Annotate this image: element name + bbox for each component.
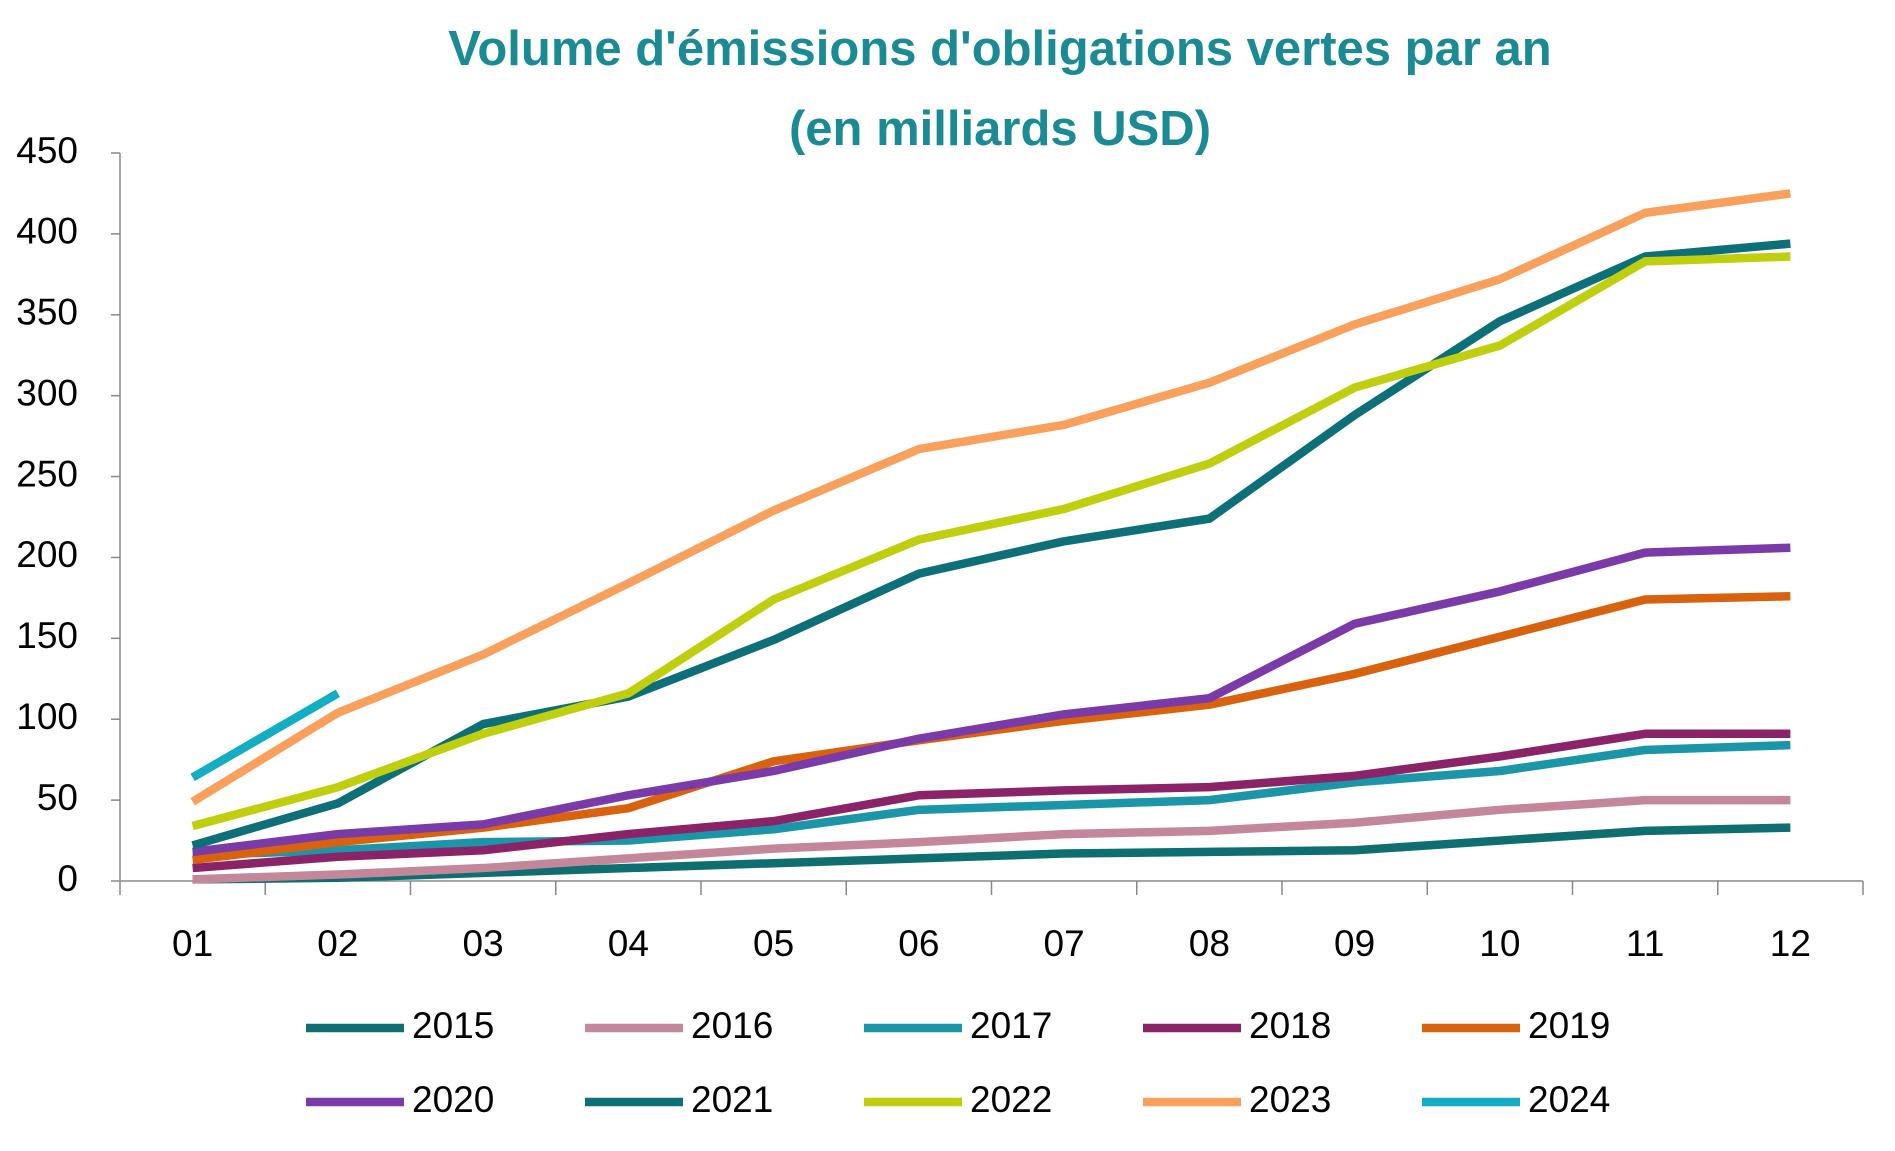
x-tick-label: 05 — [753, 923, 794, 964]
chart-title: Volume d'émissions d'obligations vertes … — [448, 22, 1551, 76]
legend-label: 2024 — [1528, 1079, 1610, 1120]
y-tick-label: 0 — [57, 858, 78, 899]
x-tick-label: 01 — [172, 923, 213, 964]
y-tick-label: 300 — [16, 372, 78, 413]
x-tick-label: 07 — [1044, 923, 1085, 964]
series-line — [192, 795, 1791, 884]
y-tick-label: 400 — [16, 211, 78, 252]
y-tick-label: 250 — [16, 453, 78, 494]
x-tick-label: 06 — [898, 923, 939, 964]
legend-label: 2022 — [970, 1079, 1052, 1120]
x-tick-label: 10 — [1479, 923, 1520, 964]
y-tick-label: 100 — [16, 696, 78, 737]
y-tick-label: 450 — [16, 130, 78, 171]
y-tick-label: 200 — [16, 534, 78, 575]
x-tick-label: 12 — [1770, 923, 1811, 964]
x-tick-label: 04 — [608, 923, 649, 964]
legend-label: 2023 — [1249, 1079, 1331, 1120]
series-line — [192, 543, 1791, 857]
series-line — [191, 252, 1791, 831]
series-line — [190, 189, 1791, 806]
legend-label: 2017 — [970, 1005, 1052, 1046]
x-tick-label: 09 — [1334, 923, 1375, 964]
x-tick-label: 11 — [1626, 923, 1664, 964]
series-line — [192, 729, 1791, 873]
legend-label: 2015 — [412, 1005, 494, 1046]
y-tick-label: 50 — [37, 777, 78, 818]
series-line — [192, 740, 1791, 860]
y-tick-label: 150 — [16, 615, 78, 656]
legend-label: 2018 — [1249, 1005, 1331, 1046]
series-line — [192, 823, 1791, 884]
x-tick-label: 02 — [317, 923, 358, 964]
legend-label: 2021 — [691, 1079, 773, 1120]
chart-subtitle: (en milliards USD) — [789, 102, 1211, 156]
x-tick-label: 03 — [463, 923, 504, 964]
legend-label: 2020 — [412, 1079, 494, 1120]
series-line — [191, 239, 1791, 850]
legend-label: 2016 — [691, 1005, 773, 1046]
series-line — [190, 689, 341, 782]
y-tick-label: 350 — [16, 292, 78, 333]
x-tick-label: 08 — [1189, 923, 1230, 964]
legend-label: 2019 — [1528, 1005, 1610, 1046]
